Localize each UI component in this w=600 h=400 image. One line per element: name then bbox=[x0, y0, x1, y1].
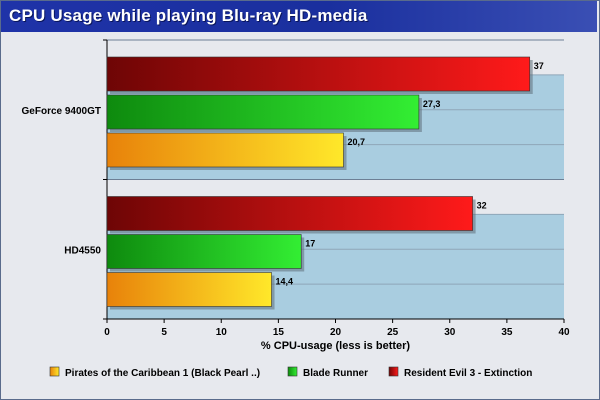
x-tick-label: 30 bbox=[444, 327, 456, 338]
data-label: 37 bbox=[534, 61, 544, 71]
bar bbox=[106, 94, 420, 130]
legend-label: Blade Runner bbox=[303, 368, 368, 379]
data-label: 14,4 bbox=[276, 277, 294, 287]
x-tick-label: 10 bbox=[216, 327, 228, 338]
data-label: 20,7 bbox=[347, 137, 365, 147]
bar bbox=[106, 272, 272, 307]
x-tick-label: 5 bbox=[161, 327, 167, 338]
category-label: GeForce 9400GT bbox=[22, 106, 101, 117]
x-tick-label: 20 bbox=[330, 327, 342, 338]
bar bbox=[106, 196, 473, 231]
legend-swatch bbox=[287, 366, 298, 377]
data-label: 17 bbox=[305, 239, 315, 249]
title-bar: CPU Usage while playing Blu-ray HD-media bbox=[1, 1, 597, 32]
legend-swatch bbox=[388, 366, 399, 377]
legend-swatch bbox=[49, 366, 60, 377]
chart-title: CPU Usage while playing Blu-ray HD-media bbox=[9, 6, 368, 25]
data-label: 32 bbox=[477, 201, 487, 211]
bar bbox=[106, 56, 531, 92]
category-label: HD4550 bbox=[64, 245, 101, 256]
legend-label: Resident Evil 3 - Extinction bbox=[404, 368, 532, 379]
legend-label: Pirates of the Caribbean 1 (Black Pearl … bbox=[65, 368, 260, 379]
x-tick-label: 0 bbox=[104, 327, 110, 338]
x-tick-label: 35 bbox=[501, 327, 513, 338]
x-tick-label: 25 bbox=[387, 327, 399, 338]
x-tick-label: 40 bbox=[558, 327, 570, 338]
data-label: 27,3 bbox=[423, 99, 441, 109]
bar bbox=[106, 132, 344, 168]
x-tick-label: 15 bbox=[273, 327, 285, 338]
bar bbox=[106, 234, 302, 269]
x-axis-title: % CPU-usage (less is better) bbox=[261, 340, 410, 352]
